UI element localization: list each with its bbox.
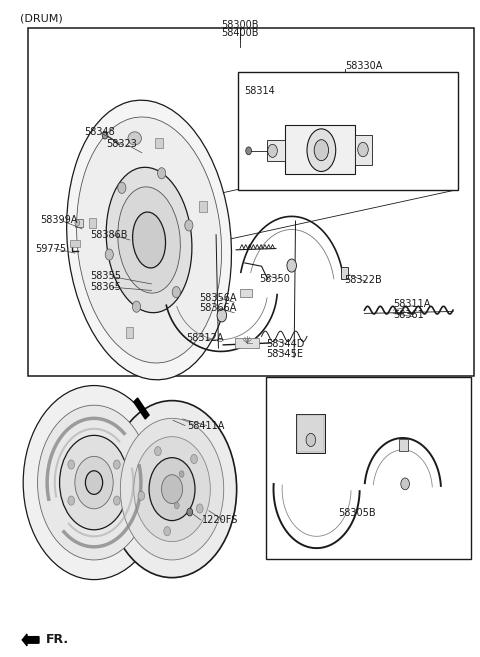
Bar — [297, 414, 325, 453]
Circle shape — [138, 491, 144, 501]
Bar — [340, 267, 348, 279]
Bar — [235, 338, 259, 348]
Circle shape — [134, 437, 210, 541]
Text: 59775: 59775 — [35, 244, 66, 254]
Circle shape — [75, 219, 80, 226]
Text: 58400B: 58400B — [221, 28, 259, 39]
Circle shape — [358, 143, 368, 157]
Ellipse shape — [314, 140, 328, 161]
Circle shape — [102, 131, 108, 139]
Circle shape — [164, 527, 170, 536]
Bar — [89, 217, 96, 228]
Circle shape — [68, 460, 74, 469]
Text: 58365: 58365 — [91, 283, 121, 292]
Ellipse shape — [67, 100, 231, 380]
Polygon shape — [22, 634, 39, 646]
Text: 58312A: 58312A — [186, 333, 224, 344]
Circle shape — [306, 434, 316, 447]
Ellipse shape — [307, 129, 336, 171]
Bar — [155, 138, 163, 148]
Circle shape — [191, 455, 197, 464]
Circle shape — [120, 419, 224, 560]
Circle shape — [287, 259, 297, 272]
Text: 58386B: 58386B — [91, 230, 128, 240]
Circle shape — [108, 401, 237, 578]
Text: 58311A: 58311A — [393, 299, 431, 309]
Circle shape — [161, 475, 182, 503]
Text: (DRUM): (DRUM) — [20, 14, 62, 24]
Text: FR.: FR. — [46, 633, 69, 646]
Ellipse shape — [118, 187, 180, 293]
Text: 58322B: 58322B — [344, 275, 382, 285]
Bar — [126, 327, 133, 338]
Circle shape — [185, 220, 193, 231]
Text: 1220FS: 1220FS — [202, 515, 238, 525]
Circle shape — [75, 457, 113, 509]
Text: 58399A: 58399A — [40, 215, 77, 225]
Circle shape — [105, 249, 113, 260]
Circle shape — [196, 504, 203, 513]
Bar — [267, 141, 286, 162]
Circle shape — [118, 182, 126, 193]
Circle shape — [217, 309, 227, 322]
Circle shape — [401, 478, 409, 489]
Ellipse shape — [106, 168, 192, 313]
Text: 58356A: 58356A — [199, 292, 237, 303]
Circle shape — [246, 147, 252, 155]
Text: 58411A: 58411A — [187, 420, 225, 430]
Circle shape — [23, 386, 165, 579]
Bar — [399, 440, 408, 451]
Text: 58366A: 58366A — [199, 303, 237, 313]
Circle shape — [113, 496, 120, 505]
Circle shape — [172, 286, 180, 298]
Text: 58314: 58314 — [244, 86, 275, 96]
Circle shape — [37, 405, 151, 560]
Text: 58350: 58350 — [259, 274, 290, 284]
Text: 58323: 58323 — [106, 139, 137, 148]
Circle shape — [157, 168, 166, 179]
Text: 58345E: 58345E — [266, 349, 303, 359]
Bar — [355, 135, 372, 165]
Circle shape — [60, 436, 129, 530]
Circle shape — [149, 458, 195, 520]
Polygon shape — [134, 398, 149, 419]
Bar — [70, 240, 80, 246]
Text: 58305B: 58305B — [338, 509, 376, 518]
Bar — [28, 28, 474, 376]
Text: 58330A: 58330A — [345, 61, 383, 71]
Circle shape — [155, 447, 161, 456]
Text: 58361: 58361 — [393, 310, 424, 321]
Bar — [240, 289, 252, 297]
Text: 58344D: 58344D — [266, 338, 305, 349]
Bar — [238, 72, 458, 189]
Ellipse shape — [128, 132, 142, 145]
Circle shape — [187, 508, 192, 516]
Text: 58348: 58348 — [84, 127, 115, 137]
Circle shape — [132, 301, 141, 312]
Circle shape — [113, 460, 120, 469]
Ellipse shape — [76, 117, 222, 363]
Bar — [298, 415, 324, 452]
Circle shape — [174, 502, 179, 509]
Circle shape — [68, 496, 74, 505]
Bar — [286, 125, 355, 174]
Circle shape — [268, 145, 277, 158]
Circle shape — [179, 471, 184, 478]
Bar — [75, 219, 84, 227]
Circle shape — [85, 471, 103, 494]
Ellipse shape — [132, 212, 166, 268]
Text: 58300B: 58300B — [221, 20, 259, 30]
Text: 58355: 58355 — [91, 271, 121, 281]
Bar — [199, 201, 207, 212]
Bar — [266, 377, 471, 559]
